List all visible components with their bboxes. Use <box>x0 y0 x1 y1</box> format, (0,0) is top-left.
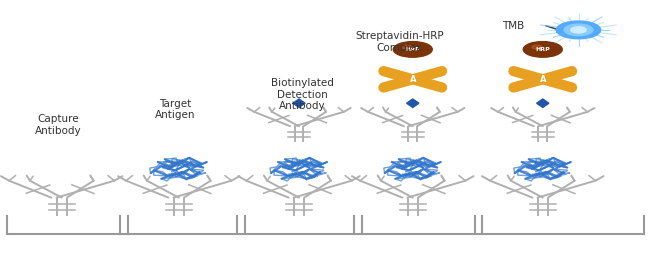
Text: A: A <box>540 75 546 84</box>
Circle shape <box>393 42 432 57</box>
Text: A: A <box>410 75 416 84</box>
Text: TMB: TMB <box>502 21 525 31</box>
Polygon shape <box>407 99 419 107</box>
Text: HRP: HRP <box>406 47 420 52</box>
Text: HRP: HRP <box>536 47 550 52</box>
Circle shape <box>532 45 542 49</box>
Text: Capture
Antibody: Capture Antibody <box>35 114 82 136</box>
Circle shape <box>523 42 562 57</box>
Text: Streptavidin-HRP
Complex: Streptavidin-HRP Complex <box>356 31 444 53</box>
Text: Biotinylated
Detection
Antibody: Biotinylated Detection Antibody <box>271 78 333 111</box>
Circle shape <box>402 45 412 49</box>
Polygon shape <box>537 99 549 107</box>
Polygon shape <box>293 99 305 107</box>
Circle shape <box>571 27 586 33</box>
Circle shape <box>556 21 601 39</box>
Circle shape <box>564 24 593 36</box>
Text: Target
Antigen: Target Antigen <box>155 99 196 120</box>
